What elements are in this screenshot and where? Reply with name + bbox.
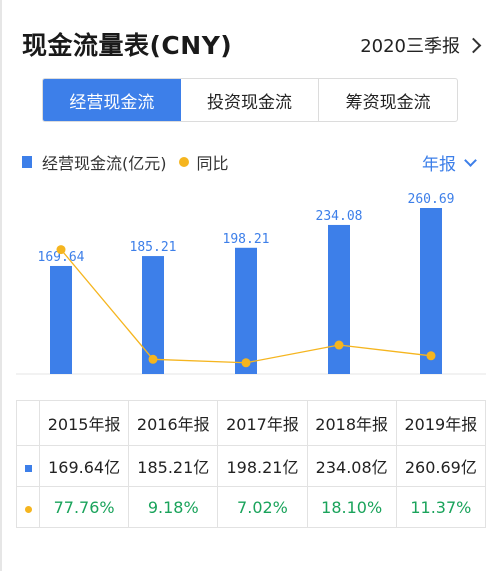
bar-data-label: 198.21 [223, 232, 270, 247]
table-cell: 234.08亿 [306, 445, 397, 487]
table-row-cashflow: 169.64亿 185.21亿 198.21亿 234.08亿 260.69亿 [16, 445, 487, 487]
cashflow-bar [142, 256, 164, 374]
table-row-marker [16, 486, 40, 528]
table-header-row: 2015年报 2016年报 2017年报 2018年报 2019年报 [16, 400, 487, 446]
left-edge-divider [0, 0, 2, 571]
page-title: 现金流量表(CNY) [22, 31, 233, 60]
table-cell: 9.18% [128, 486, 219, 528]
dot-marker-icon [24, 505, 32, 513]
table-corner-cell [16, 400, 40, 446]
table-cell: 169.64亿 [38, 445, 130, 487]
table-header-cell: 2016年报 [128, 400, 219, 446]
table-cell: 18.10% [306, 486, 397, 528]
chevron-right-icon [465, 37, 482, 53]
table-row-yoy: 77.76% 9.18% 7.02% 18.10% 11.37% [16, 486, 487, 528]
table-row-marker [16, 445, 40, 487]
table-cell: 185.21亿 [128, 445, 219, 487]
cashflow-bar [420, 208, 442, 374]
table-cell: 198.21亿 [217, 445, 308, 487]
tab-investing-cashflow[interactable]: 投资现金流 [181, 79, 320, 121]
bar-legend-swatch [22, 156, 32, 168]
yoy-point [56, 245, 66, 255]
bar-data-label: 185.21 [130, 240, 177, 255]
chevron-down-icon [464, 154, 477, 167]
chart-legend: 经营现金流(亿元) 同比 [22, 150, 229, 174]
yoy-point [334, 340, 344, 350]
tab-financing-cashflow[interactable]: 筹资现金流 [345, 92, 431, 113]
table-cell: 7.02% [217, 486, 308, 528]
frequency-selector[interactable]: 年报 [422, 150, 477, 175]
cashflow-tabs: 经营现金流 投资现金流 筹资现金流 [42, 78, 458, 122]
yoy-point [241, 358, 251, 368]
square-marker-icon [24, 464, 32, 472]
yoy-point [426, 351, 436, 361]
table-header-cell: 2015年报 [38, 400, 130, 446]
yoy-point [148, 354, 158, 364]
table-cell: 11.37% [395, 486, 487, 528]
table-cell: 77.76% [38, 486, 130, 528]
tab-operating-cashflow[interactable]: 经营现金流 [43, 79, 181, 121]
cashflow-bar [328, 224, 350, 374]
line-legend-label: 同比 [196, 154, 229, 173]
cashflow-chart: 169.64 185.21 198.21 234.08 260.69 [16, 192, 486, 375]
frequency-label: 年报 [422, 155, 456, 175]
table-header-cell: 2018年报 [306, 400, 397, 446]
cashflow-bar [235, 247, 257, 374]
period-label: 2020三季报 [360, 36, 460, 57]
data-table: 2015年报 2016年报 2017年报 2018年报 2019年报 169.6… [16, 400, 487, 528]
cashflow-bar [50, 265, 72, 374]
period-selector[interactable]: 2020三季报 [360, 32, 482, 58]
line-legend-swatch [178, 157, 189, 167]
bar-data-label: 234.08 [316, 209, 363, 224]
bar-data-label: 260.69 [408, 192, 455, 207]
table-header-cell: 2017年报 [217, 400, 308, 446]
bar-legend-label: 经营现金流(亿元) [42, 154, 167, 173]
header: 现金流量表(CNY) 2020三季报 [22, 26, 482, 62]
table-header-cell: 2019年报 [395, 400, 487, 446]
table-cell: 260.69亿 [395, 445, 487, 487]
bar-data-label: 169.64 [38, 250, 85, 265]
